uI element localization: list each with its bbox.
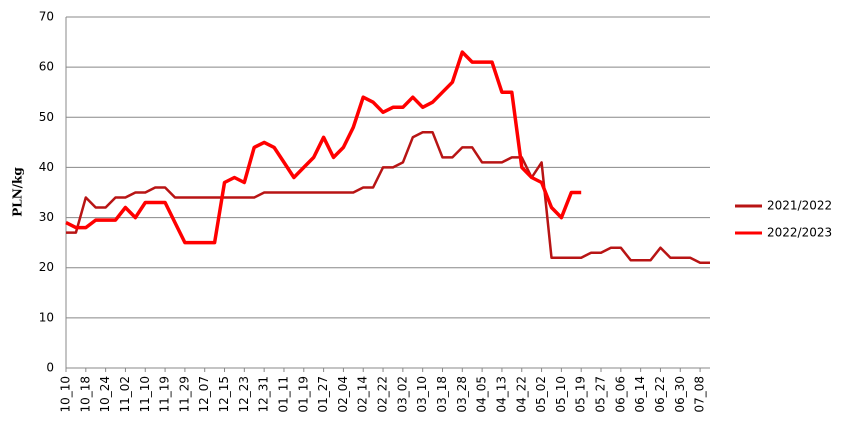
series-line (65, 50, 582, 245)
y-tick-label: 70 (39, 10, 54, 24)
x-tick-label: 07_08 (693, 376, 707, 413)
x-tick-label: 03_28 (455, 376, 469, 413)
x-tick-label: 06_14 (633, 376, 647, 413)
x-tick-label: 05_27 (594, 376, 608, 413)
x-tick-label: 11_02 (118, 376, 132, 413)
x-tick-label: 05_10 (554, 376, 568, 413)
series-line (66, 131, 710, 264)
x-tick-label: 12_31 (257, 376, 271, 413)
x-tick-label: 01_19 (296, 376, 310, 413)
x-tick-label: 11_29 (177, 376, 191, 413)
x-tick-label: 06_30 (673, 376, 687, 413)
x-tick-label: 06_06 (613, 376, 627, 413)
y-axis-label: PLN/kg (11, 167, 25, 217)
x-tick-label: 12_15 (217, 376, 231, 413)
x-tick-label: 03_02 (395, 376, 409, 413)
x-tick-label: 04_22 (514, 376, 528, 413)
y-tick-label: 30 (39, 210, 54, 224)
legend-label: 2021/2022 (767, 199, 832, 213)
x-tick-label: 03_18 (435, 376, 449, 413)
x-tick-label: 02_04 (336, 376, 350, 413)
legend-label: 2022/2023 (767, 226, 832, 240)
x-tick-label: 12_07 (197, 376, 211, 413)
x-tick-label: 11_19 (158, 376, 172, 413)
y-tick-label: 50 (39, 110, 54, 124)
x-tick-label: 01_11 (276, 376, 290, 413)
x-tick-label: 04_13 (494, 376, 508, 413)
y-tick-label: 20 (39, 260, 54, 274)
x-tick-label: 04_05 (475, 376, 489, 413)
x-tick-label: 11_10 (138, 376, 152, 413)
x-tick-label: 01_27 (316, 376, 330, 413)
x-tick-label: 02_14 (356, 376, 370, 413)
y-tick-label: 60 (39, 60, 54, 74)
y-tick-label: 10 (39, 310, 54, 324)
x-tick-label: 10_10 (59, 376, 73, 413)
x-tick-label: 03_10 (415, 376, 429, 413)
x-tick-label: 10_24 (98, 376, 112, 413)
x-tick-label: 06_22 (653, 376, 667, 413)
y-tick-label: 40 (39, 160, 54, 174)
x-tick-label: 02_22 (376, 376, 390, 413)
x-tick-label: 10_18 (78, 376, 92, 413)
y-tick-label: 0 (46, 361, 54, 375)
x-tick-label: 05_19 (574, 376, 588, 413)
x-tick-label: 05_02 (534, 376, 548, 413)
x-tick-label: 12_23 (237, 376, 251, 413)
